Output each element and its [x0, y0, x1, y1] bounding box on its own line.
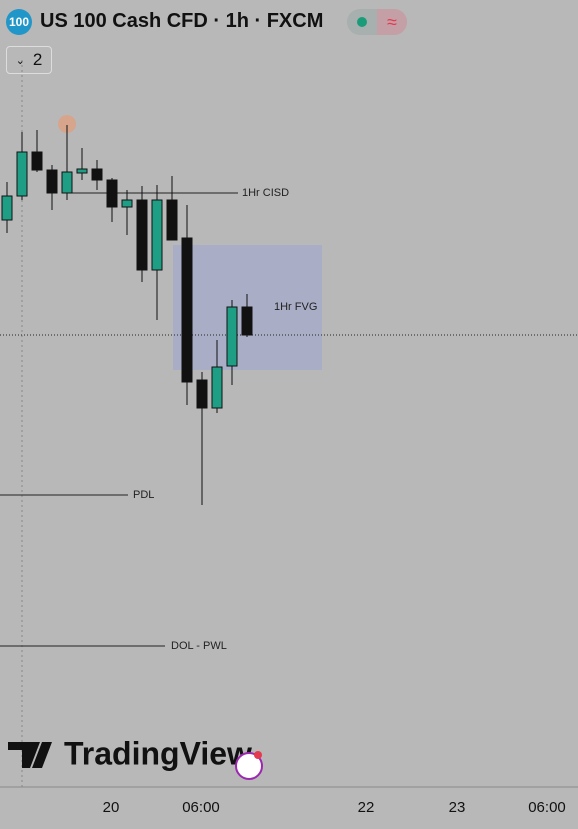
candle-body: [106, 179, 118, 208]
symbol-badge: 100: [6, 9, 32, 35]
candle-body: [31, 151, 43, 171]
symbol-title[interactable]: US 100 Cash CFD · 1h · FXCM: [40, 10, 324, 32]
watermark: TradingView: [8, 735, 263, 780]
fvg-label: 1Hr FVG: [274, 301, 317, 313]
candle-body: [181, 237, 193, 383]
candle-body: [46, 169, 58, 194]
candle-body: [91, 168, 103, 181]
collapse-button[interactable]: ⌄ 2: [6, 46, 52, 74]
status-pill: ≈: [347, 9, 407, 35]
candle-body: [241, 306, 253, 336]
time-label: 20: [103, 799, 120, 816]
collapse-count: 2: [32, 50, 43, 69]
candle-body: [166, 199, 178, 241]
candle-body: [196, 379, 208, 409]
pdl-label: PDL: [133, 489, 154, 501]
time-label: 06:00: [528, 799, 566, 816]
candle-body: [151, 199, 163, 271]
candle-body: [1, 195, 13, 221]
candle-body: [16, 151, 28, 197]
candle-body: [226, 306, 238, 367]
time-label: 06:00: [182, 799, 220, 816]
dol-label: DOL - PWL: [171, 640, 227, 652]
marker: [58, 115, 76, 133]
candle-body: [211, 366, 223, 409]
candle-body: [136, 199, 148, 271]
cisd-label: 1Hr CISD: [242, 187, 289, 199]
candle-body: [121, 199, 133, 208]
time-label: 22: [358, 799, 375, 816]
candle-body: [61, 171, 73, 194]
candle-body: [76, 168, 88, 174]
watermark-text: TradingView: [64, 735, 252, 771]
time-label: 23: [449, 799, 466, 816]
